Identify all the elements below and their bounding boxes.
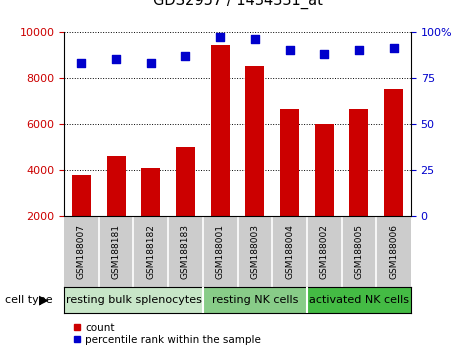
Text: GSM188007: GSM188007 (77, 224, 86, 279)
Text: activated NK cells: activated NK cells (309, 295, 409, 305)
Text: GSM188001: GSM188001 (216, 224, 225, 279)
Text: GDS2957 / 1434331_at: GDS2957 / 1434331_at (152, 0, 323, 9)
Text: GSM188181: GSM188181 (112, 224, 121, 279)
Point (147, 60, 155, 66)
Bar (64, 287, 203, 313)
Point (251, 36, 259, 42)
Bar (203, 287, 307, 313)
Point (286, 47, 294, 53)
Text: GSM188006: GSM188006 (389, 224, 398, 279)
Point (78, 60, 86, 66)
Text: GSM188183: GSM188183 (181, 224, 190, 279)
Point (181, 53, 189, 59)
Text: resting bulk splenocytes: resting bulk splenocytes (66, 295, 201, 305)
Text: GSM188003: GSM188003 (250, 224, 259, 279)
Bar (176, 147, 195, 216)
Bar (72, 175, 91, 216)
Text: GSM188005: GSM188005 (354, 224, 363, 279)
Text: GSM188002: GSM188002 (320, 224, 329, 279)
Point (113, 57, 120, 62)
Text: resting NK cells: resting NK cells (212, 295, 298, 305)
Point (390, 46, 397, 51)
Bar (307, 287, 411, 313)
Point (217, 35, 224, 40)
Bar (384, 89, 403, 216)
Bar (314, 124, 334, 216)
Bar (245, 67, 265, 216)
Bar (141, 168, 161, 216)
Legend: count, percentile rank within the sample: count, percentile rank within the sample (69, 319, 265, 349)
Bar (210, 45, 230, 216)
Point (355, 47, 363, 53)
Text: GSM188182: GSM188182 (146, 224, 155, 279)
Bar (349, 109, 369, 216)
Point (320, 51, 328, 57)
Bar (106, 156, 126, 216)
Text: ▶: ▶ (39, 293, 49, 307)
Bar (280, 109, 299, 216)
Text: GSM188004: GSM188004 (285, 224, 294, 279)
Text: cell type: cell type (5, 295, 52, 305)
